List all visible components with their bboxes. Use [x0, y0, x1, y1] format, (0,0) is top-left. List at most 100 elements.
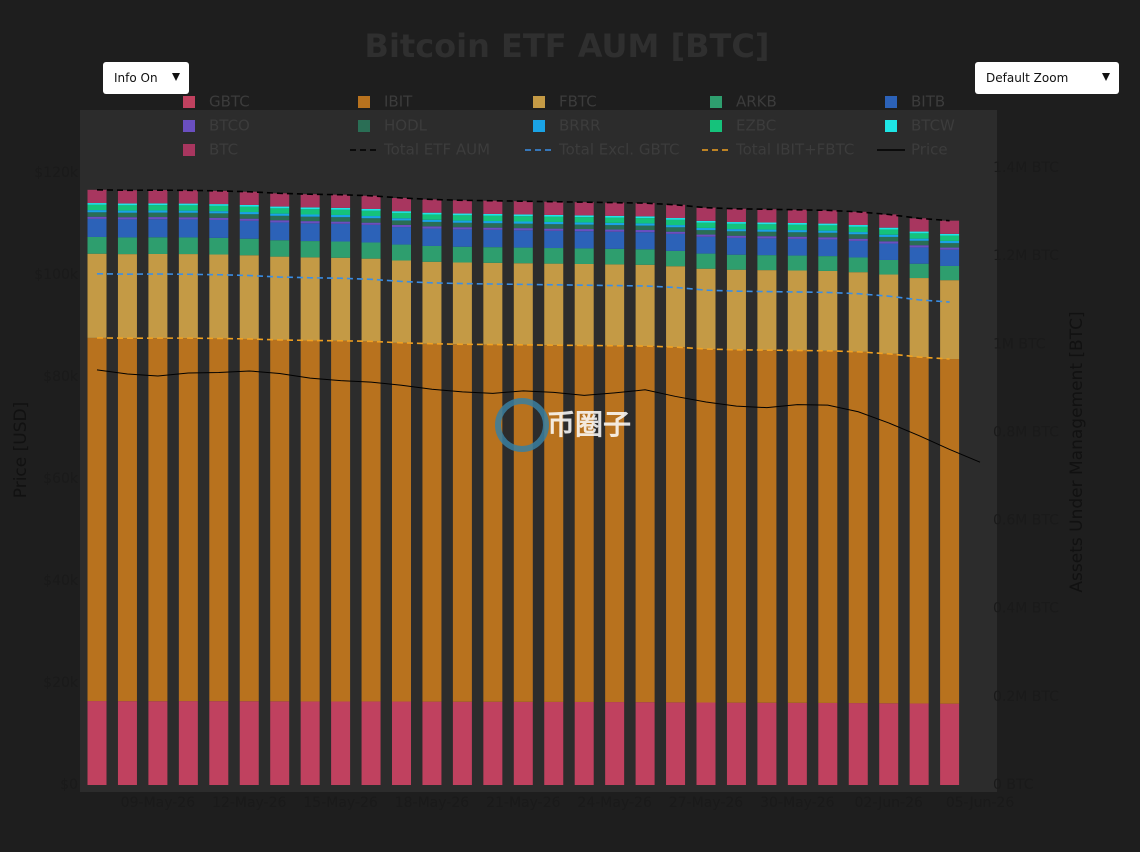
plot: [87, 189, 981, 785]
bar-segment: [452, 229, 472, 247]
legend-label: BTC: [209, 141, 238, 159]
bar-segment: [300, 209, 320, 215]
bar-segment: [605, 222, 625, 226]
bar-segment: [726, 223, 746, 230]
bar-segment: [605, 202, 625, 216]
bar-segment: [148, 219, 168, 238]
y-tick-label: $20k: [43, 675, 79, 691]
bar-segment: [940, 243, 960, 248]
bar-segment: [879, 241, 899, 244]
bar-segment: [726, 222, 746, 224]
bar-segment: [87, 212, 107, 217]
bar-segment: [361, 341, 381, 702]
bar-segment: [909, 245, 929, 248]
bar-segment: [87, 236, 107, 254]
bar-segment: [300, 241, 320, 258]
bar-segment: [117, 217, 137, 220]
bar-segment: [117, 203, 137, 206]
bar-segment: [331, 209, 351, 215]
bar-segment: [696, 268, 716, 350]
bar-segment: [209, 338, 229, 702]
bar-segment: [209, 237, 229, 255]
legend-swatch: [358, 120, 370, 132]
bar-segment: [392, 244, 411, 261]
y2-tick-label: 1.4M BTC: [993, 160, 1059, 176]
bar-segment: [544, 214, 564, 217]
bar-segment: [209, 204, 229, 206]
bar-segment: [848, 238, 868, 241]
y2-tick-label: 0.6M BTC: [993, 513, 1059, 529]
bar-segment: [818, 237, 838, 240]
bar-segment: [239, 191, 259, 205]
bar-segment: [879, 274, 899, 354]
bar-segment: [635, 203, 655, 217]
legend-label: EZBC: [736, 117, 776, 135]
bar-segment: [909, 703, 929, 785]
bar-segment: [178, 338, 198, 702]
watermark-logo: [495, 398, 549, 452]
bar-segment: [148, 210, 168, 213]
bar-segment: [209, 254, 229, 339]
bar-segment: [940, 235, 960, 241]
bar-segment: [544, 263, 564, 346]
zoom-select[interactable]: Default Zoom: [975, 62, 1119, 94]
bar-segment: [178, 203, 198, 206]
bar-segment: [270, 213, 290, 216]
bar-segment: [87, 253, 107, 338]
bar-segment: [818, 350, 838, 703]
bar-segment: [117, 210, 137, 213]
bar-segment: [300, 340, 320, 702]
bar-segment: [117, 212, 137, 218]
bar-segment: [726, 254, 746, 270]
bar-segment: [818, 230, 838, 233]
bar-segment: [513, 201, 533, 215]
bar-segment: [361, 701, 381, 785]
bar-segment: [422, 199, 442, 213]
bar-segment: [666, 218, 686, 220]
bar-segment: [666, 204, 686, 219]
bar-segment: [848, 225, 868, 227]
bar-segment: [392, 342, 411, 702]
bar-segment: [879, 214, 899, 228]
bar-segment: [666, 219, 686, 226]
legend-label: Total ETF AUM: [383, 141, 490, 159]
bar-segment: [483, 344, 503, 702]
bar-segment: [787, 224, 807, 231]
bar-segment: [818, 225, 838, 231]
bar-segment: [696, 234, 716, 237]
legend-swatch: [183, 120, 195, 132]
bar-segment: [757, 270, 777, 351]
bar-segment: [787, 255, 807, 271]
y-tick-label: $40k: [43, 573, 79, 589]
bar-segment: [605, 217, 625, 223]
y-tick-label: $60k: [43, 471, 79, 487]
bar-segment: [879, 229, 899, 235]
bar-segment: [513, 221, 533, 224]
legend-swatch: [533, 96, 545, 108]
bar-segment: [696, 227, 716, 231]
bar-segment: [909, 240, 929, 246]
plot-area: [80, 110, 997, 792]
bar-segment: [544, 224, 564, 229]
bar-segment: [87, 218, 107, 237]
bar-segment: [270, 256, 290, 340]
bar-segment: [879, 236, 899, 242]
bar-segment: [696, 222, 716, 228]
bar-segment: [757, 222, 777, 225]
y2-tick-label: 1M BTC: [993, 336, 1046, 352]
bar-segment: [574, 231, 594, 249]
bar-segment: [331, 241, 351, 258]
bar-segment: [87, 189, 107, 204]
info-toggle[interactable]: Info On: [103, 62, 189, 94]
bar-segment: [361, 258, 381, 342]
x-tick-label: 27-May-26: [669, 795, 744, 811]
bar-segment: [574, 345, 594, 702]
bar-segment: [605, 229, 625, 232]
bar-segment: [239, 204, 259, 207]
bar-segment: [452, 213, 472, 216]
bar-segment: [483, 701, 503, 785]
bar-segment: [544, 248, 564, 264]
y-tick-label: $120k: [34, 165, 79, 181]
bar-segment: [331, 257, 351, 341]
bar-segment: [696, 702, 716, 785]
